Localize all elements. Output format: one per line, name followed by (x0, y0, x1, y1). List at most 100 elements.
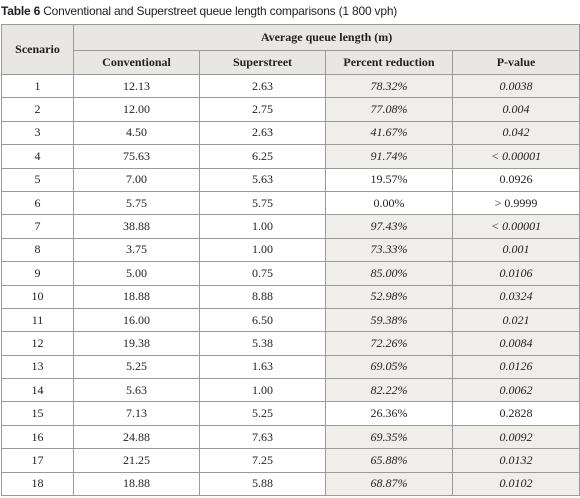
table-cell: 18.88 (73, 284, 200, 309)
table-cell: 97.43% (325, 214, 453, 239)
table-cell: 85.00% (325, 261, 453, 286)
table-row: 11 16.00 6.50 59.38% 0.021 (1, 307, 580, 333)
table-cell: 5.25 (73, 354, 200, 380)
table-row: 7 38.88 1.00 97.43% < 0.00001 (1, 214, 580, 239)
table-cell: 65.88% (325, 448, 453, 473)
table-cell: 2.75 (199, 97, 326, 122)
table-cell: 4.50 (73, 120, 200, 146)
table-cell: 19.57% (325, 167, 453, 192)
table-cell: 0.0132 (451, 448, 580, 473)
table-cell: 7.13 (73, 401, 200, 426)
table-cell: 0.2828 (451, 401, 580, 426)
table-row: 5 7.00 5.63 19.57% 0.0926 (1, 167, 580, 192)
table-cell: 13 (1, 354, 74, 380)
table-row: 13 5.25 1.63 69.05% 0.0126 (1, 354, 580, 380)
table-cell: 69.35% (325, 424, 453, 450)
table-row: 8 3.75 1.00 73.33% 0.001 (1, 237, 580, 263)
table-cell: 2.63 (199, 120, 326, 146)
table-cell: 6.25 (199, 144, 326, 169)
table-cell: 4 (1, 144, 74, 169)
table-cell: 7.63 (199, 424, 326, 450)
table-cell: 3.75 (73, 237, 200, 263)
table-cell: 91.74% (325, 144, 453, 169)
table-cell: 0.0106 (451, 261, 580, 286)
table-cell: 69.05% (325, 354, 453, 380)
table-cell: 6 (1, 190, 74, 216)
header-cell: Superstreet (199, 50, 326, 75)
table-row: 9 5.00 0.75 85.00% 0.0106 (1, 261, 580, 286)
table-row: 17 21.25 7.25 65.88% 0.0132 (1, 448, 580, 473)
table-cell: 15 (1, 401, 74, 426)
table-cell: 12 (1, 331, 74, 356)
table-row: 10 18.88 8.88 52.98% 0.0324 (1, 284, 580, 309)
table-cell: 0.0926 (451, 167, 580, 192)
table-cell: 7 (1, 214, 74, 239)
table-cell: 24.88 (73, 424, 200, 450)
table-cell: 5.38 (199, 331, 326, 356)
table-label: Table 6 (1, 4, 41, 18)
table-row: 3 4.50 2.63 41.67% 0.042 (1, 120, 580, 146)
table-cell: > 0.9999 (451, 190, 580, 216)
table-cell: 12.13 (73, 73, 200, 99)
table-cell: 1.63 (199, 354, 326, 380)
table-cell: 1 (1, 73, 74, 99)
table-cell: 1.00 (199, 214, 326, 239)
table-cell: < 0.00001 (451, 144, 580, 169)
table-cell: 1.00 (199, 237, 326, 263)
table-cell: 75.63 (73, 144, 200, 169)
table-cell: 8.88 (199, 284, 326, 309)
table-row: 2 12.00 2.75 77.08% 0.004 (1, 97, 580, 122)
table-cell: 0.0126 (451, 354, 580, 380)
table-cell: 26.36% (325, 401, 453, 426)
header-cell: Average queue length (m) (72, 24, 580, 51)
table-row: 4 75.63 6.25 91.74% < 0.00001 (1, 144, 580, 169)
table-cell: 73.33% (325, 237, 453, 263)
table-cell: 5.25 (199, 401, 326, 426)
table: Scenario Average queue length (m) Convent… (1, 24, 580, 497)
table-cell: 77.08% (325, 97, 453, 122)
table-cell: 0.0062 (451, 378, 580, 403)
table-cell: 72.26% (325, 331, 453, 356)
table-cell: 12.00 (73, 97, 200, 122)
table-cell: < 0.00001 (451, 214, 580, 239)
header-cell: Scenario (1, 24, 74, 75)
table-row: 1 12.13 2.63 78.32% 0.0038 (1, 73, 580, 99)
table-row: 14 5.63 1.00 82.22% 0.0062 (1, 378, 580, 403)
table-cell: 19.38 (73, 331, 200, 356)
table-cell: 0.0084 (451, 331, 580, 356)
table-cell: 5.00 (73, 261, 200, 286)
table-cell: 59.38% (325, 307, 453, 333)
table-cell: 5 (1, 167, 74, 192)
table-cell: 18 (1, 471, 74, 497)
table-cell: 0.0092 (451, 424, 580, 450)
table-cell: 0.75 (199, 261, 326, 286)
table-cell: 5.63 (199, 167, 326, 192)
table-cell: 0.021 (451, 307, 580, 333)
table-row: 18 18.88 5.88 68.87% 0.0102 (1, 471, 580, 497)
table-row: 6 5.75 5.75 0.00% > 0.9999 (1, 190, 580, 216)
table-cell: 10 (1, 284, 74, 309)
table-cell: 0.0038 (451, 73, 580, 99)
table-cell: 9 (1, 261, 74, 286)
header-cell: Conventional (73, 50, 200, 75)
table-cell: 11 (1, 307, 74, 333)
table-cell: 17 (1, 448, 74, 473)
table-cell: 38.88 (73, 214, 200, 239)
table-cell: 5.63 (73, 378, 200, 403)
table-row: 15 7.13 5.25 26.36% 0.2828 (1, 401, 580, 426)
table-cell: 18.88 (73, 471, 200, 497)
table-cell: 7.00 (73, 167, 200, 192)
table-cell: 0.0102 (451, 471, 580, 497)
table-cell: 82.22% (325, 378, 453, 403)
table-cell: 5.88 (199, 471, 326, 497)
table-cell: 16 (1, 424, 74, 450)
table-cell: 52.98% (325, 284, 453, 309)
table-cell: 0.042 (451, 120, 580, 146)
table-row: 12 19.38 5.38 72.26% 0.0084 (1, 331, 580, 356)
header-cell: Percent reduction (325, 50, 453, 75)
table-cell: 6.50 (199, 307, 326, 333)
table-cell: 0.004 (451, 97, 580, 122)
table-cell: 7.25 (199, 448, 326, 473)
table-cell: 2.63 (199, 73, 326, 99)
